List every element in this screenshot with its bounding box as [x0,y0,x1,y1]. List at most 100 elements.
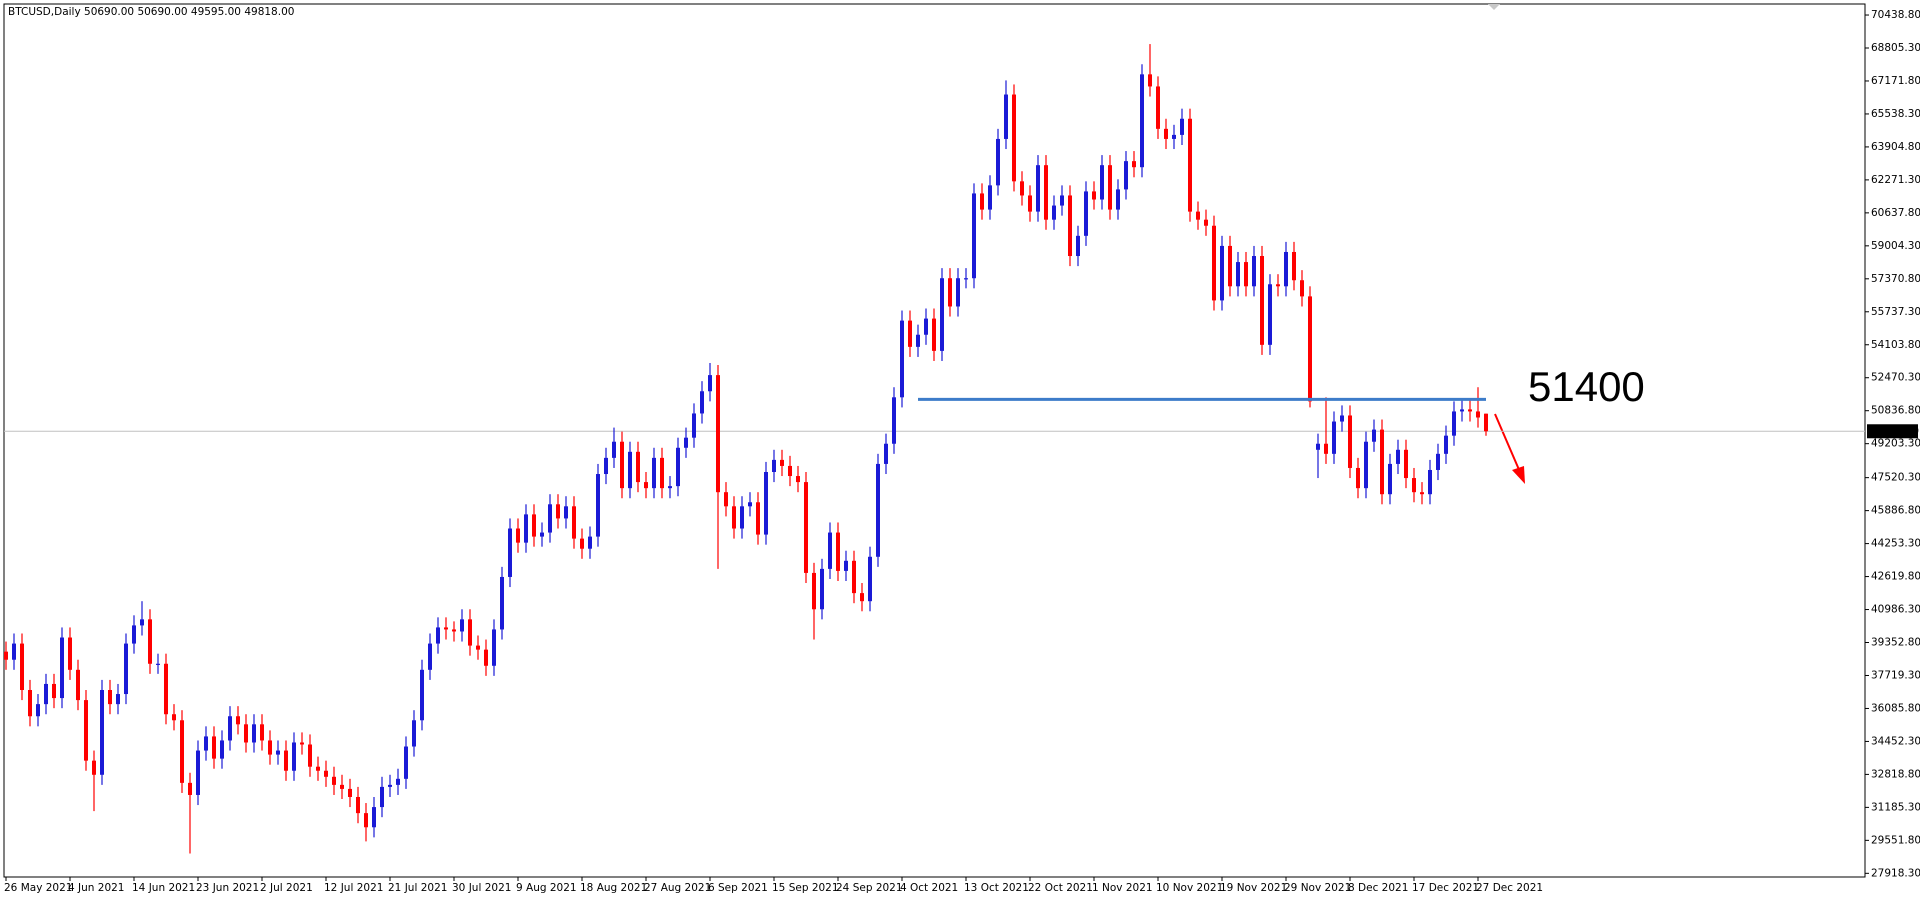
candle-body [1484,413,1488,432]
candle-body [148,619,152,664]
y-tick-label: 70438.80 [1871,9,1920,21]
candle-body [436,627,440,644]
candle-body [604,457,608,475]
x-tick-label: 17 Dec 2021 [1412,882,1479,894]
y-tick-label: 49203.30 [1871,438,1920,450]
candle-body [444,627,448,630]
y-tick-label: 47520.30 [1871,472,1920,484]
candle-body [524,514,528,543]
candle-body [1164,128,1168,139]
candle-body [556,504,560,519]
candle-body [1444,435,1448,454]
candle-body [492,629,496,666]
candle-body [364,813,368,828]
candle-body [1140,74,1144,168]
candle-body [180,720,184,783]
candle-body [468,619,472,646]
candle-body [924,318,928,335]
candle-body [788,465,792,477]
candle-body [76,669,80,701]
candle-body [380,786,384,808]
x-tick-label: 4 Jun 2021 [68,882,124,894]
candle-body [44,683,48,705]
candle-body [284,750,288,771]
candle-body [876,463,880,557]
candle-body [844,560,848,571]
candle-body [820,568,824,610]
candle-body [332,776,336,785]
candle-body [68,637,72,670]
x-tick-label: 18 Aug 2021 [580,882,647,894]
candle-body [1092,191,1096,200]
y-tick-label: 50836.80 [1871,405,1920,417]
candle-body [1196,211,1200,220]
candle-body [1084,191,1088,236]
candle-body [908,320,912,347]
candle-body [580,538,584,549]
candle-body [1180,118,1184,135]
candle-body [1244,262,1248,287]
candle-body [1044,165,1048,220]
candle-body [372,807,376,828]
candle-body [660,457,664,489]
x-tick-label: 8 Dec 2021 [1348,882,1408,894]
candle-body [964,278,968,280]
y-tick-label: 54103.80 [1871,339,1920,351]
y-tick-label: 42619.80 [1871,571,1920,583]
y-tick-label: 34452.30 [1871,735,1920,747]
candle-body [28,690,32,717]
candle-body [1108,165,1112,210]
x-tick-label: 13 Oct 2021 [964,882,1029,894]
candle-body [564,506,568,519]
candle-body [500,576,504,630]
candle-body [244,724,248,743]
candle-body [1228,245,1232,287]
y-tick-label: 45886.80 [1871,505,1920,517]
candle-body [1388,463,1392,495]
candle-body [140,619,144,626]
candle-body [228,716,232,741]
x-tick-label: 19 Nov 2021 [1220,882,1287,894]
candle-body [1076,235,1080,257]
candle-body [1004,94,1008,139]
candle-body [36,704,40,717]
y-tick-label: 32818.80 [1871,768,1920,780]
candle-body [1188,118,1192,212]
candle-body [1300,280,1304,297]
candle-body [1308,296,1312,402]
candle-body [716,375,720,493]
candle-body [172,714,176,721]
y-tick-label: 40986.30 [1871,604,1920,616]
candle-body [1260,256,1264,345]
y-tick-label: 55737.30 [1871,306,1920,318]
candle-body [236,716,240,725]
y-tick-label: 52470.30 [1871,372,1920,384]
candle-body [220,740,224,759]
candle-body [684,437,688,448]
candle-body [1172,134,1176,139]
candle-body [1220,245,1224,301]
candle-body [588,536,592,549]
x-tick-label: 24 Sep 2021 [836,882,903,894]
candle-body [1452,411,1456,436]
candle-body [652,457,656,489]
candle-body [644,482,648,489]
x-tick-label: 21 Jul 2021 [388,882,447,894]
level-annotation: 51400 [1528,363,1645,410]
candle-body [404,746,408,779]
candle-body [700,391,704,414]
candle-body [1148,74,1152,87]
candle-body [196,750,200,795]
y-tick-label: 59004.30 [1871,240,1920,252]
candle-body [300,742,304,745]
candle-body [92,760,96,775]
candle-body [780,459,784,466]
candle-body [948,278,952,307]
candle-body [772,459,776,472]
candle-body [764,471,768,535]
y-tick-label: 62271.30 [1871,174,1920,186]
candle-body [516,528,520,543]
x-tick-label: 2 Jul 2021 [260,882,313,894]
candle-body [308,744,312,767]
